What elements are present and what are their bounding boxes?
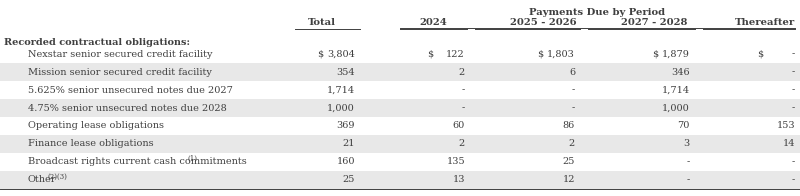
Text: -: - <box>792 67 795 76</box>
Text: 3,804: 3,804 <box>327 50 355 58</box>
Text: 153: 153 <box>776 122 795 131</box>
Text: 3: 3 <box>684 140 690 149</box>
Text: -: - <box>792 103 795 113</box>
Text: Finance lease obligations: Finance lease obligations <box>28 140 154 149</box>
Text: -: - <box>572 85 575 94</box>
Text: $: $ <box>427 50 434 58</box>
Text: $: $ <box>652 50 658 58</box>
Text: 70: 70 <box>678 122 690 131</box>
Text: 12: 12 <box>562 175 575 184</box>
Text: 1,000: 1,000 <box>327 103 355 113</box>
Text: -: - <box>686 175 690 184</box>
Text: 135: 135 <box>446 158 465 166</box>
Text: 25: 25 <box>562 158 575 166</box>
Text: 4.75% senior unsecured notes due 2028: 4.75% senior unsecured notes due 2028 <box>28 103 226 113</box>
Bar <box>0 171 800 189</box>
Text: 13: 13 <box>453 175 465 184</box>
Text: 2: 2 <box>458 140 465 149</box>
Text: -: - <box>462 103 465 113</box>
Bar <box>0 63 800 81</box>
Text: 2025 - 2026: 2025 - 2026 <box>510 17 576 26</box>
Text: 1,803: 1,803 <box>547 50 575 58</box>
Text: 1,714: 1,714 <box>327 85 355 94</box>
Text: Operating lease obligations: Operating lease obligations <box>28 122 164 131</box>
Text: -: - <box>792 158 795 166</box>
Text: Recorded contractual obligations:: Recorded contractual obligations: <box>4 38 190 47</box>
Text: 6: 6 <box>569 67 575 76</box>
Text: $: $ <box>757 50 763 58</box>
Text: 2: 2 <box>458 67 465 76</box>
Text: 14: 14 <box>782 140 795 149</box>
Text: -: - <box>792 50 795 58</box>
Text: 86: 86 <box>562 122 575 131</box>
Bar <box>0 99 800 117</box>
Text: 60: 60 <box>453 122 465 131</box>
Text: Other: Other <box>28 175 57 184</box>
Text: 122: 122 <box>446 50 465 58</box>
Text: Nexstar senior secured credit facility: Nexstar senior secured credit facility <box>28 50 213 58</box>
Text: (1): (1) <box>188 155 198 163</box>
Text: Mission senior secured credit facility: Mission senior secured credit facility <box>28 67 212 76</box>
Text: (2)(3): (2)(3) <box>47 173 67 181</box>
Text: -: - <box>686 158 690 166</box>
Text: 2027 - 2028: 2027 - 2028 <box>621 17 687 26</box>
Text: 2024: 2024 <box>419 17 447 26</box>
Text: -: - <box>792 85 795 94</box>
Text: 160: 160 <box>337 158 355 166</box>
Text: Total: Total <box>308 17 336 26</box>
Text: Broadcast rights current cash commitments: Broadcast rights current cash commitment… <box>28 158 246 166</box>
Text: Payments Due by Period: Payments Due by Period <box>530 8 666 17</box>
Text: 354: 354 <box>336 67 355 76</box>
Text: $: $ <box>537 50 543 58</box>
Text: 25: 25 <box>342 175 355 184</box>
Text: -: - <box>792 175 795 184</box>
Text: -: - <box>572 103 575 113</box>
Text: 21: 21 <box>342 140 355 149</box>
Text: 1,000: 1,000 <box>662 103 690 113</box>
Text: 2: 2 <box>569 140 575 149</box>
Text: 1,714: 1,714 <box>662 85 690 94</box>
Text: 369: 369 <box>337 122 355 131</box>
Text: -: - <box>462 85 465 94</box>
Text: 5.625% senior unsecured notes due 2027: 5.625% senior unsecured notes due 2027 <box>28 85 233 94</box>
Text: Thereafter: Thereafter <box>735 17 795 26</box>
Text: 346: 346 <box>671 67 690 76</box>
Bar <box>0 135 800 153</box>
Text: $: $ <box>317 50 323 58</box>
Text: 1,879: 1,879 <box>662 50 690 58</box>
